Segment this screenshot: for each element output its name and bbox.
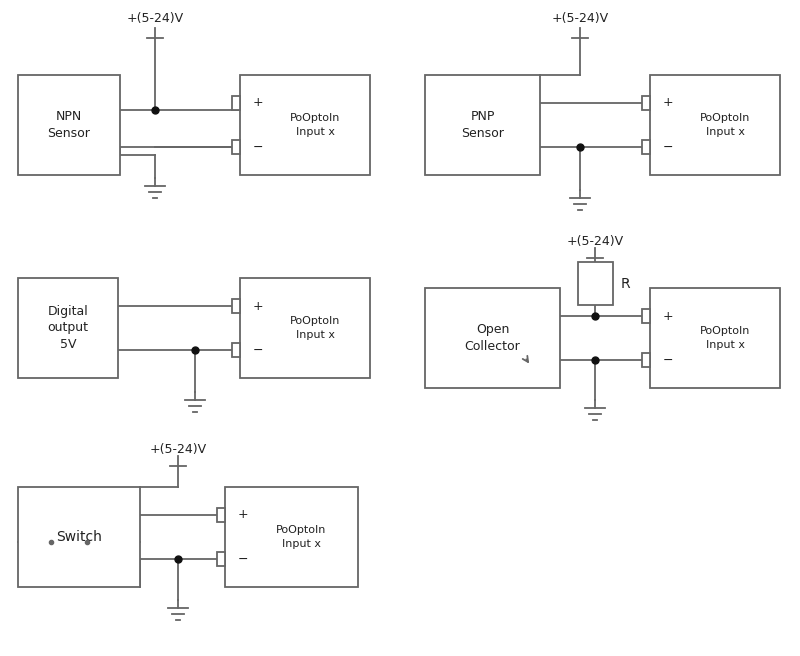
Text: PoOptoIn
Input x: PoOptoIn Input x — [700, 113, 750, 136]
Bar — [232, 140, 240, 154]
Bar — [18, 487, 140, 587]
Text: +: + — [238, 508, 248, 522]
Text: −: − — [662, 354, 674, 367]
Bar — [18, 278, 118, 378]
Text: Open
Collector: Open Collector — [465, 323, 520, 353]
Bar — [642, 353, 650, 367]
Bar — [232, 343, 240, 357]
Text: +: + — [662, 310, 674, 323]
Text: PoOptoIn
Input x: PoOptoIn Input x — [276, 525, 326, 548]
Bar — [578, 262, 613, 305]
Bar — [642, 140, 650, 154]
Bar — [425, 288, 560, 388]
Text: +: + — [662, 96, 674, 110]
Text: +: + — [253, 300, 263, 312]
Bar — [240, 278, 370, 378]
Text: R: R — [621, 276, 630, 291]
Text: NPN
Sensor: NPN Sensor — [47, 110, 90, 140]
Text: PoOptoIn
Input x: PoOptoIn Input x — [290, 316, 340, 340]
Bar — [650, 75, 780, 175]
Text: +(5-24)V: +(5-24)V — [566, 235, 623, 248]
Bar — [232, 299, 240, 313]
Bar — [18, 75, 120, 175]
Text: +(5-24)V: +(5-24)V — [150, 443, 206, 456]
Bar — [425, 75, 540, 175]
Text: PNP
Sensor: PNP Sensor — [461, 110, 504, 140]
Bar — [217, 508, 225, 522]
Text: +: + — [253, 96, 263, 110]
Bar — [642, 96, 650, 110]
Text: Switch: Switch — [56, 530, 102, 544]
Text: −: − — [238, 552, 248, 565]
Bar — [650, 288, 780, 388]
Text: Digital
output
5V: Digital output 5V — [47, 304, 89, 352]
Text: PoOptoIn
Input x: PoOptoIn Input x — [700, 327, 750, 350]
Text: −: − — [253, 140, 263, 154]
Bar — [217, 552, 225, 566]
Bar — [225, 487, 358, 587]
Text: −: − — [253, 344, 263, 356]
Text: +(5-24)V: +(5-24)V — [126, 12, 183, 25]
Bar — [232, 96, 240, 110]
Text: +(5-24)V: +(5-24)V — [551, 12, 609, 25]
Bar — [642, 309, 650, 323]
Text: PoOptoIn
Input x: PoOptoIn Input x — [290, 113, 340, 136]
Text: −: − — [662, 140, 674, 154]
Bar — [240, 75, 370, 175]
